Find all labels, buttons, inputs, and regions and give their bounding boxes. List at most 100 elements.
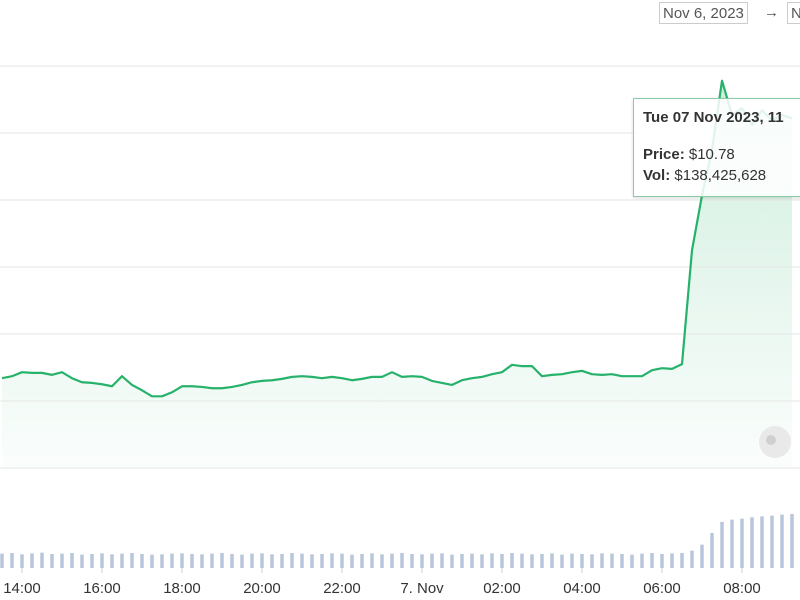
- x-tick-label: 7. Nov: [400, 580, 444, 597]
- watermark: [759, 426, 791, 458]
- x-tick-label: 22:00: [323, 580, 361, 597]
- volume-bar: [230, 554, 234, 568]
- volume-bar: [130, 553, 134, 568]
- volume-bar: [680, 553, 684, 568]
- volume-bar: [710, 533, 714, 568]
- volume-bar: [580, 554, 584, 568]
- volume-bar: [430, 553, 434, 568]
- volume-bar: [550, 553, 554, 568]
- price-area: [2, 80, 792, 469]
- volume-bar: [300, 553, 304, 568]
- volume-bar: [650, 553, 654, 568]
- date-to[interactable]: N: [787, 2, 800, 24]
- volume-bar: [170, 553, 174, 568]
- volume-bar: [370, 553, 374, 568]
- volume-bar: [240, 554, 244, 568]
- volume-bar: [190, 554, 194, 568]
- volume-bar: [450, 554, 454, 568]
- volume-bar: [400, 553, 404, 568]
- x-tick-label: 14:00: [3, 580, 41, 597]
- tooltip-vol-row: Vol: $138,425,628: [643, 165, 800, 186]
- price-line: [1, 79, 793, 398]
- volume-bar: [140, 554, 144, 568]
- volume-bar: [410, 554, 414, 568]
- volume-bar: [90, 554, 94, 568]
- volume-bar: [660, 554, 664, 568]
- volume-bar: [10, 553, 14, 568]
- volume-bar: [380, 554, 384, 568]
- volume-bar: [310, 554, 314, 568]
- x-tick-label: 16:00: [83, 580, 121, 597]
- volume-bar: [460, 554, 464, 568]
- volume-bar: [120, 553, 124, 568]
- volume-bar: [570, 553, 574, 568]
- volume-bar: [510, 553, 514, 568]
- tooltip-price: $10.78: [688, 146, 735, 163]
- volume-bar: [530, 554, 534, 568]
- x-tick-label: 06:00: [643, 580, 681, 597]
- volume-bar: [440, 553, 444, 568]
- volume-bar: [500, 554, 504, 568]
- volume-bar: [20, 554, 24, 568]
- volume-bar: [540, 554, 544, 568]
- volume-bar: [280, 554, 284, 568]
- volume-bar: [740, 518, 744, 568]
- volume-bar: [340, 553, 344, 568]
- volume-bar: [790, 514, 794, 568]
- tooltip-price-row: Price: $10.78: [643, 144, 800, 165]
- volume-bar: [690, 550, 694, 568]
- volume-bar: [470, 553, 474, 568]
- volume-bar: [770, 515, 774, 568]
- volume-bar: [360, 554, 364, 568]
- volume-bar: [560, 554, 564, 568]
- tooltip-vol-label: Vol:: [643, 167, 671, 184]
- volume-bar: [30, 553, 34, 568]
- volume-bar: [480, 554, 484, 568]
- volume-bar: [50, 554, 54, 568]
- volume-bar: [520, 553, 524, 568]
- volume-bar: [490, 553, 494, 568]
- volume-bar: [730, 519, 734, 568]
- volume-bar: [700, 544, 704, 568]
- volume-bar: [290, 553, 294, 568]
- x-tick-label: 02:00: [483, 580, 521, 597]
- volume-bar: [70, 553, 74, 568]
- date-from[interactable]: Nov 6, 2023: [659, 2, 748, 24]
- volume-bar: [40, 552, 44, 568]
- volume-bar: [620, 554, 624, 568]
- volume-bar: [670, 553, 674, 568]
- volume-bar: [80, 554, 84, 568]
- x-tick-label: 20:00: [243, 580, 281, 597]
- volume-bar: [150, 554, 154, 568]
- volume-bar: [610, 553, 614, 568]
- volume-bar: [780, 514, 784, 568]
- x-tick-label: 08:00: [723, 580, 761, 597]
- volume-bar: [220, 553, 224, 568]
- volume-bar: [210, 553, 214, 568]
- x-tick-label: 04:00: [563, 580, 601, 597]
- tooltip: Tue 07 Nov 2023, 11 Price: $10.78 Vol: $…: [633, 98, 800, 197]
- volume-bar: [330, 553, 334, 568]
- date-arrow: →: [764, 4, 779, 21]
- volume-bar: [260, 553, 264, 568]
- volume-bar: [270, 554, 274, 568]
- volume-bar: [250, 553, 254, 568]
- volume-bar: [0, 553, 4, 568]
- volume-bar: [350, 554, 354, 568]
- tooltip-price-label: Price:: [643, 146, 685, 163]
- tooltip-vol: $138,425,628: [674, 167, 767, 184]
- volume-bar: [160, 554, 164, 568]
- volume-bar: [590, 554, 594, 568]
- volume-bar: [640, 553, 644, 568]
- volume-bar: [760, 516, 764, 568]
- volume-bar: [600, 553, 604, 568]
- volume-bar: [180, 553, 184, 568]
- volume-bar: [720, 521, 724, 568]
- volume-bar: [390, 553, 394, 568]
- volume-bar: [60, 553, 64, 568]
- volume-bar: [100, 553, 104, 568]
- volume-bar: [110, 554, 114, 568]
- volume-bar: [750, 517, 754, 568]
